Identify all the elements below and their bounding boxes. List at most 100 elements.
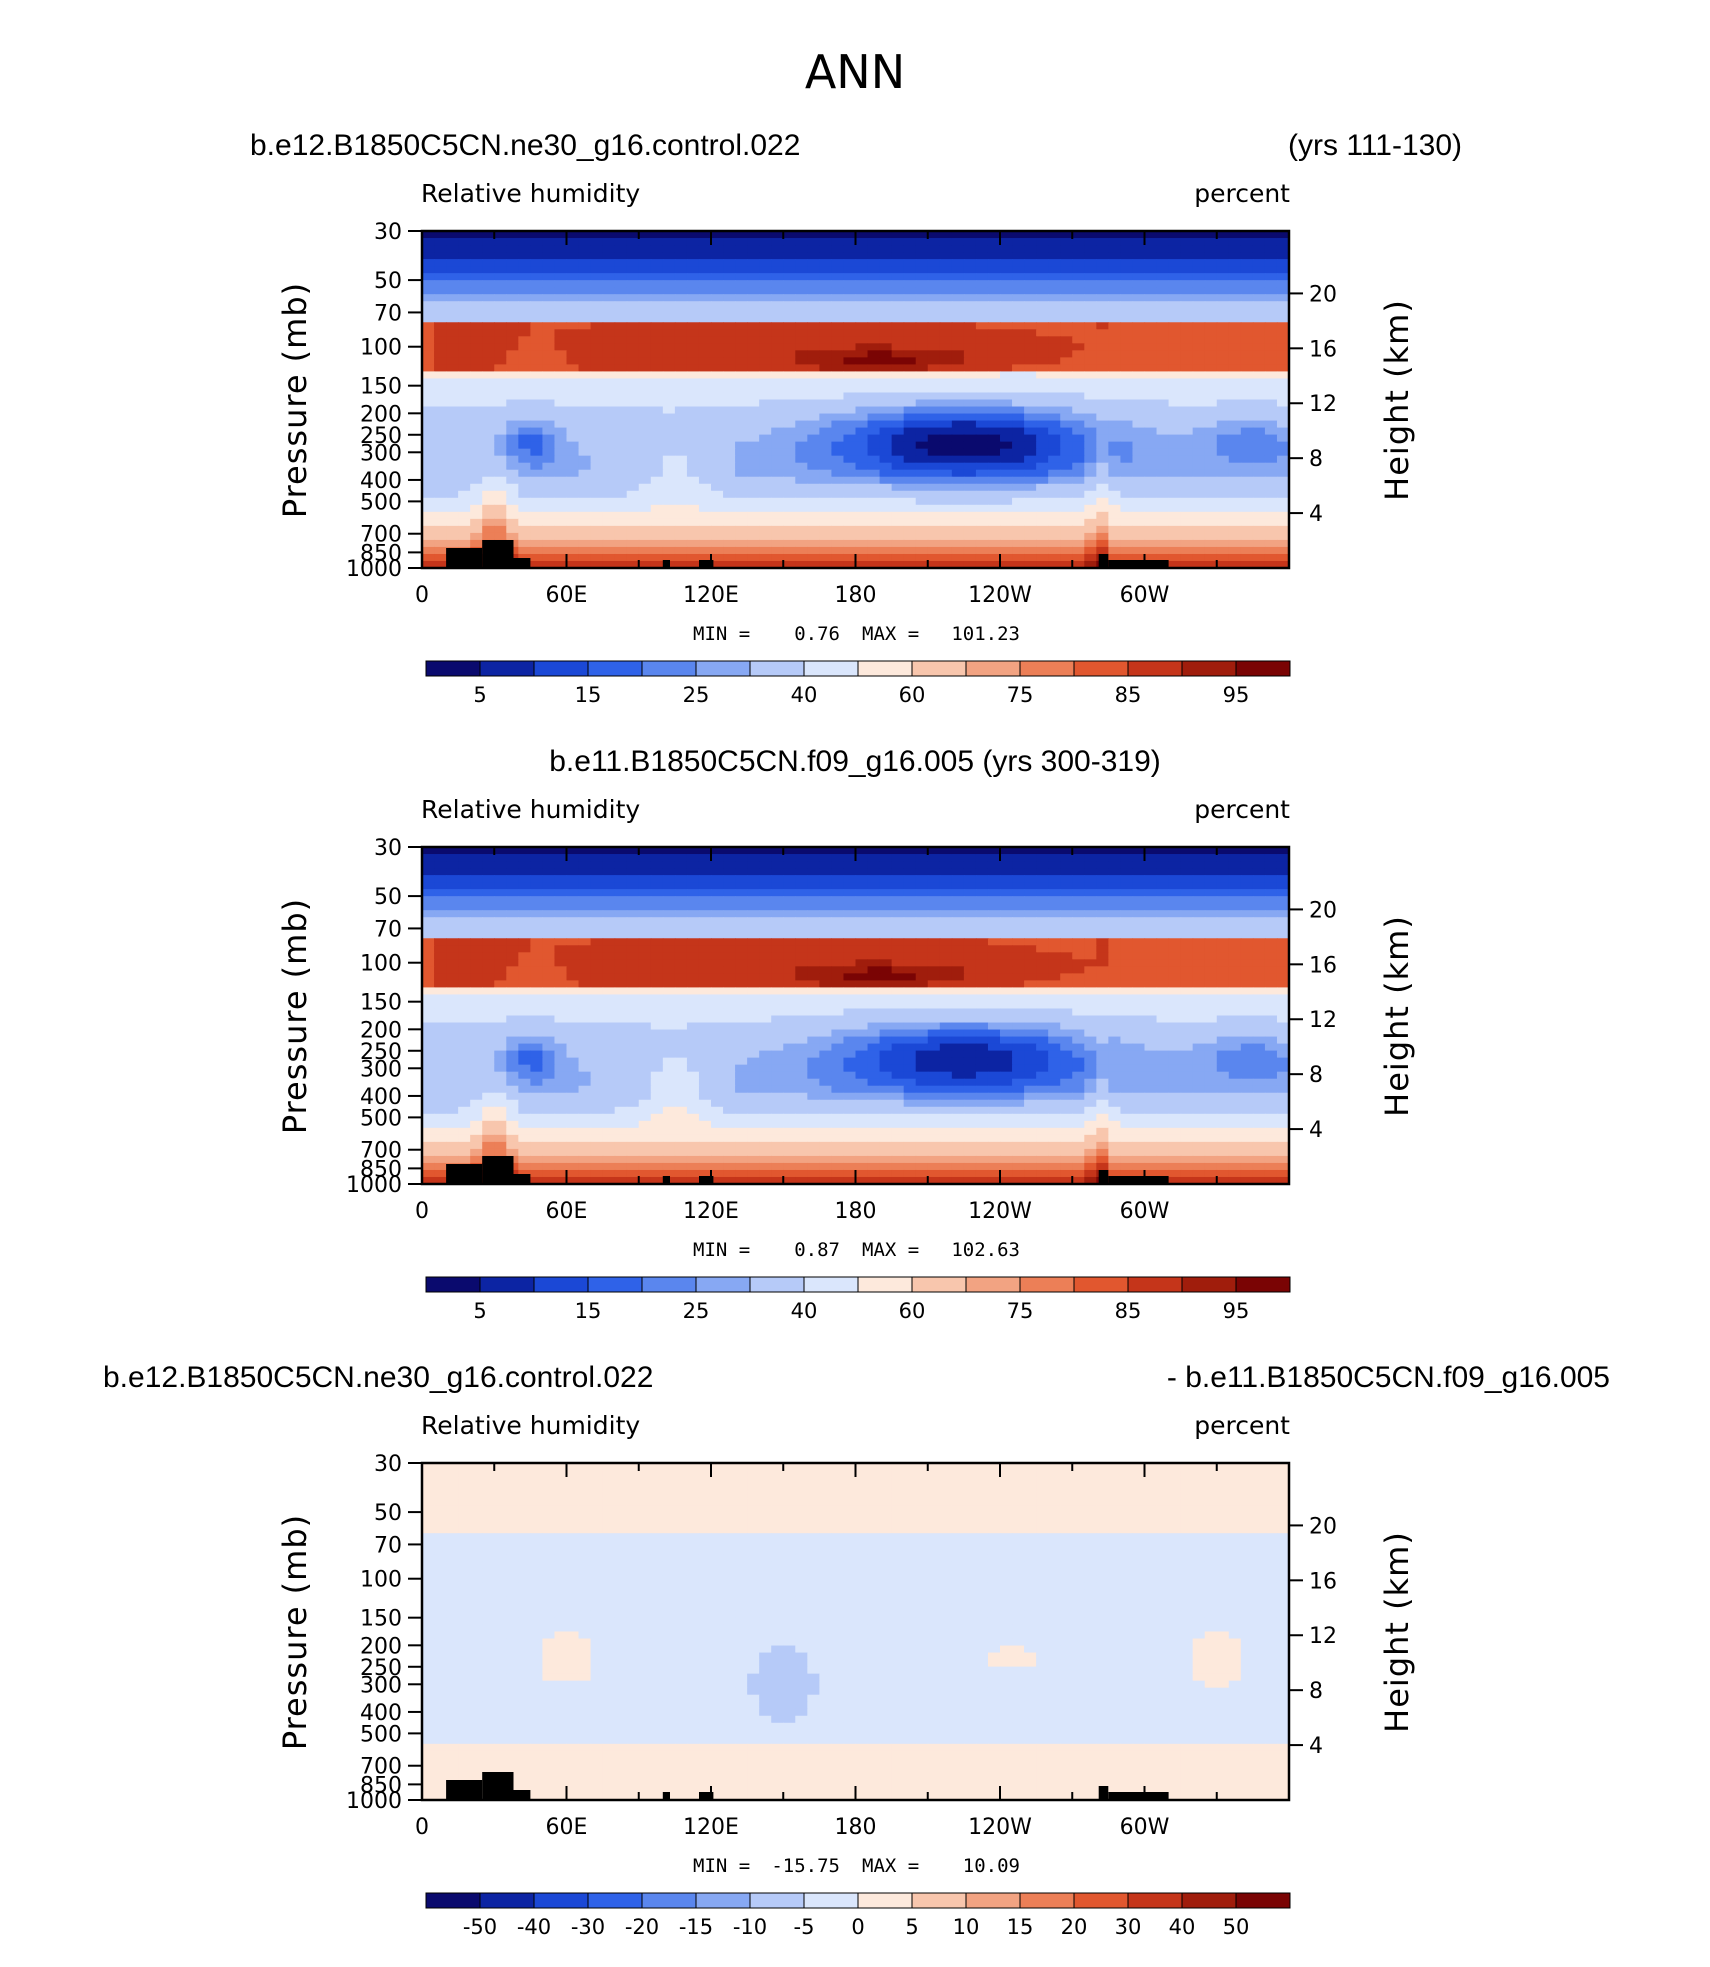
contour-cell [434,427,447,436]
contour-cell [1132,406,1146,415]
contour-cell [1228,560,1242,568]
contour-cell [1000,427,1013,436]
contour-cell [578,252,592,260]
contour-cell [638,980,652,989]
contour-cell [1216,875,1230,883]
contour-cell [795,490,808,499]
contour-cell [747,518,760,527]
contour-cell [626,238,640,246]
contour-cell [1216,952,1230,960]
contour-cell [1072,301,1085,309]
contour-cell [1276,847,1289,855]
contour-cell [542,945,556,953]
contour-cell [783,966,796,974]
contour-cell [903,350,917,358]
contour-cell [831,322,845,330]
contour-cell [1120,854,1134,862]
contour-cell [1084,280,1097,288]
contour-cell [951,875,965,883]
contour-cell [650,420,664,429]
contour-cell [674,875,688,883]
contour-cell [650,343,664,351]
contour-cell [1276,427,1289,436]
contour-cell [1204,462,1218,471]
contour-cell [1072,413,1085,422]
contour-cell [987,322,1001,330]
contour-cell [506,917,519,925]
contour-cell [1072,280,1085,288]
contour-cell [1024,532,1037,541]
contour-cell [674,938,688,946]
contour-cell [1204,483,1218,492]
contour-cell [1132,315,1146,323]
contour-cell [494,966,507,974]
contour-cell [903,532,917,541]
contour-cell [698,350,712,358]
contour-cell [795,504,808,513]
contour-cell [530,560,544,568]
contour-cell [1012,413,1025,422]
contour-cell [819,238,833,246]
contour-cell [482,301,495,309]
contour-cell [614,385,628,394]
contour-cell [987,399,1001,408]
contour-cell [650,392,664,401]
contour-cell [987,434,1001,443]
contour-cell [1048,931,1061,939]
contour-cell [542,497,556,506]
contour-cell [698,364,712,373]
contour-cell [1000,476,1013,485]
contour-cell [1192,889,1206,897]
contour-cell [566,357,580,365]
contour-cell [1024,245,1037,253]
contour-cell [1156,427,1170,436]
contour-cell [554,518,568,527]
contour-cell [843,959,857,967]
contour-cell [542,336,556,344]
contour-cell [915,861,929,869]
contour-cell [530,952,544,960]
contour-cell [1252,357,1266,365]
contour-cell [1108,966,1122,974]
contour-cell [470,896,483,904]
contour-cell [987,266,1001,274]
contour-cell [686,973,700,981]
contour-cell [711,406,724,415]
contour-cell [1168,539,1182,548]
contour-cell [1084,525,1097,534]
contour-cell [494,259,507,267]
contour-cell [759,357,772,365]
contour-cell [602,462,616,471]
contour-cell [939,462,953,471]
contour-cell [422,910,435,918]
contour-cell [1180,399,1194,408]
contour-cell [1192,959,1206,967]
contour-cell [1192,546,1206,555]
contour-cell [662,350,676,358]
contour-cell [783,259,796,267]
contour-cell [735,490,748,499]
contour-cell [831,896,845,904]
contour-cell [530,392,544,401]
contour-cell [1252,399,1266,408]
contour-cell [602,364,616,373]
contour-cell [1228,385,1242,394]
contour-cell [506,882,519,890]
contour-cell [735,518,748,527]
contour-cell [747,385,760,394]
contour-cell [1000,504,1013,513]
contour-cell [1252,476,1266,485]
contour-cell [446,497,459,506]
contour-cell [1180,259,1194,267]
contour-cell [530,343,544,351]
contour-cell [1024,497,1037,506]
contour-cell [458,980,471,989]
contour-cell [783,441,796,450]
contour-cell [602,889,616,897]
contour-cell [795,245,808,253]
contour-cell [638,266,652,274]
contour-cell [915,497,929,506]
contour-cell [867,343,881,351]
contour-cell [1264,357,1278,365]
contour-cell [867,364,881,373]
